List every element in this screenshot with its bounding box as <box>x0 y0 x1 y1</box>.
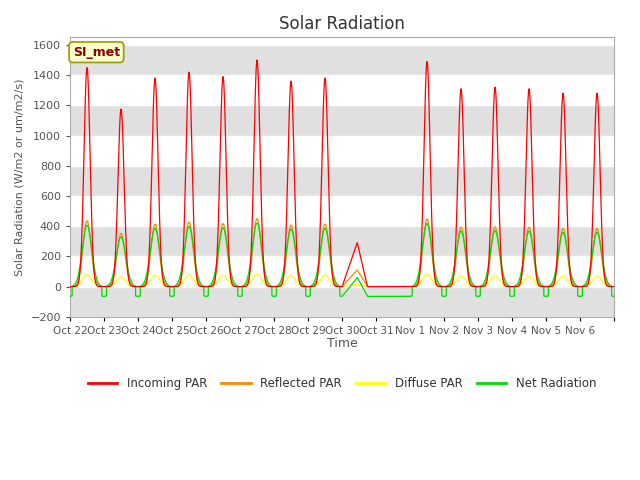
Bar <box>70 226 614 256</box>
Bar <box>70 166 614 196</box>
Legend: Incoming PAR, Reflected PAR, Diffuse PAR, Net Radiation: Incoming PAR, Reflected PAR, Diffuse PAR… <box>83 372 601 395</box>
Bar <box>70 45 614 75</box>
Bar <box>70 287 614 317</box>
Text: SI_met: SI_met <box>73 46 120 59</box>
Title: Solar Radiation: Solar Radiation <box>279 15 405 33</box>
Y-axis label: Solar Radiation (W/m2 or um/m2/s): Solar Radiation (W/m2 or um/m2/s) <box>15 78 25 276</box>
X-axis label: Time: Time <box>326 337 357 350</box>
Bar <box>70 105 614 135</box>
